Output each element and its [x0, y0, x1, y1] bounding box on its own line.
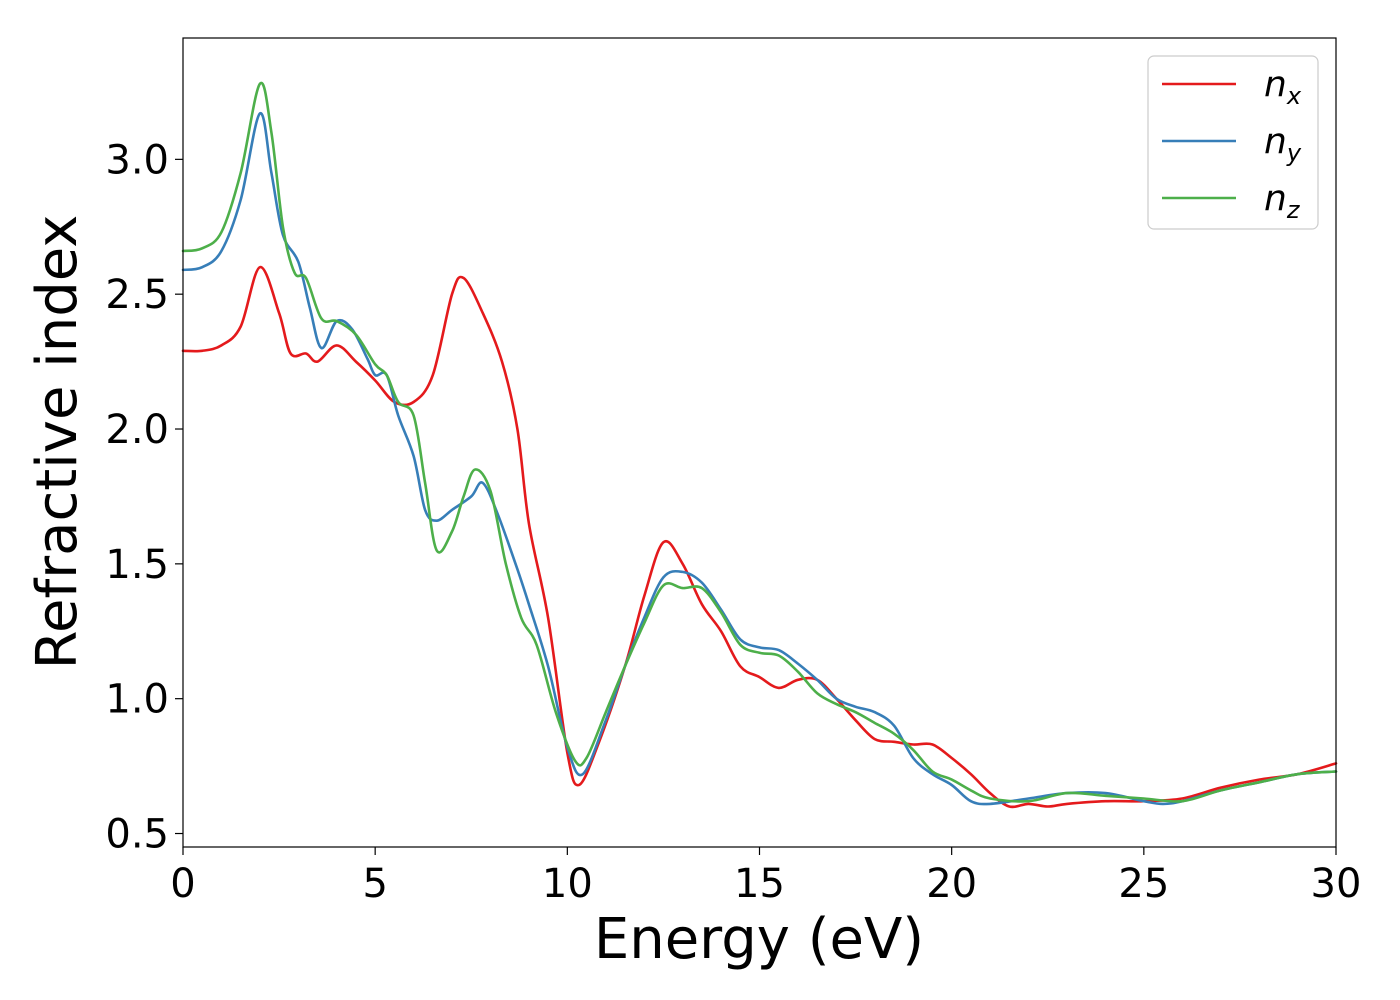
y-tick-label: 1.0: [105, 677, 169, 723]
series-line-nz: [181, 81, 1338, 803]
x-tick-label: 5: [362, 861, 387, 907]
y-tick-label: 0.5: [105, 812, 169, 858]
y-axis-label: Refractive index: [25, 215, 90, 670]
y-tick-label: 2.5: [105, 272, 169, 318]
x-tick-label: 15: [734, 861, 785, 907]
x-tick-label: 0: [170, 861, 195, 907]
y-tick-label: 2.0: [105, 407, 169, 453]
series-line-nx: [181, 265, 1338, 809]
x-axis-label: Energy (eV): [594, 907, 924, 972]
y-ticks: 0.5 1.0 1.5 2.0 2.5 3.0: [105, 137, 183, 858]
x-tick-label: 20: [926, 861, 977, 907]
y-tick-label: 3.0: [105, 137, 169, 183]
legend-box: [1147, 55, 1319, 230]
x-ticks: 0 5 10 15 20 25 30: [170, 847, 1361, 907]
x-tick-label: 30: [1311, 861, 1362, 907]
x-tick-label: 10: [542, 861, 593, 907]
plot-lines: [181, 81, 1338, 809]
x-tick-label: 25: [1118, 861, 1169, 907]
y-tick-label: 1.5: [105, 542, 169, 588]
